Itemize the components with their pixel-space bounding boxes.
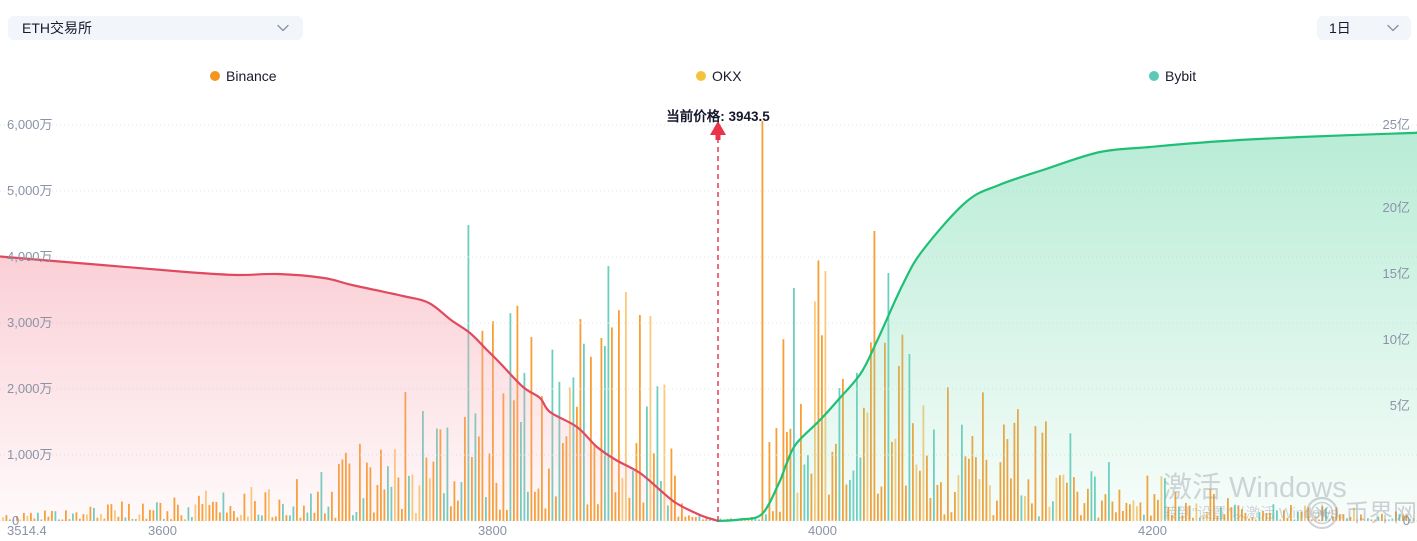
svg-text:5亿: 5亿 (1390, 398, 1410, 413)
svg-text:25亿: 25亿 (1383, 117, 1410, 132)
svg-text:3600: 3600 (148, 523, 177, 538)
svg-text:10亿: 10亿 (1383, 332, 1410, 347)
svg-text:2,000万: 2,000万 (7, 381, 53, 396)
svg-text:4,000万: 4,000万 (7, 249, 53, 264)
svg-text:4000: 4000 (808, 523, 837, 538)
svg-text:3,000万: 3,000万 (7, 315, 53, 330)
svg-text:4200: 4200 (1138, 523, 1167, 538)
svg-text:15亿: 15亿 (1383, 266, 1410, 281)
svg-text:5,000万: 5,000万 (7, 183, 53, 198)
svg-text:3514.4: 3514.4 (7, 523, 47, 538)
svg-text:币界网: 币界网 (1345, 500, 1417, 527)
svg-text:6,000万: 6,000万 (7, 117, 53, 132)
svg-text:当前价格: 3943.5: 当前价格: 3943.5 (666, 108, 770, 124)
svg-text:20亿: 20亿 (1383, 200, 1410, 215)
svg-text:1,000万: 1,000万 (7, 447, 53, 462)
svg-text:3800: 3800 (478, 523, 507, 538)
